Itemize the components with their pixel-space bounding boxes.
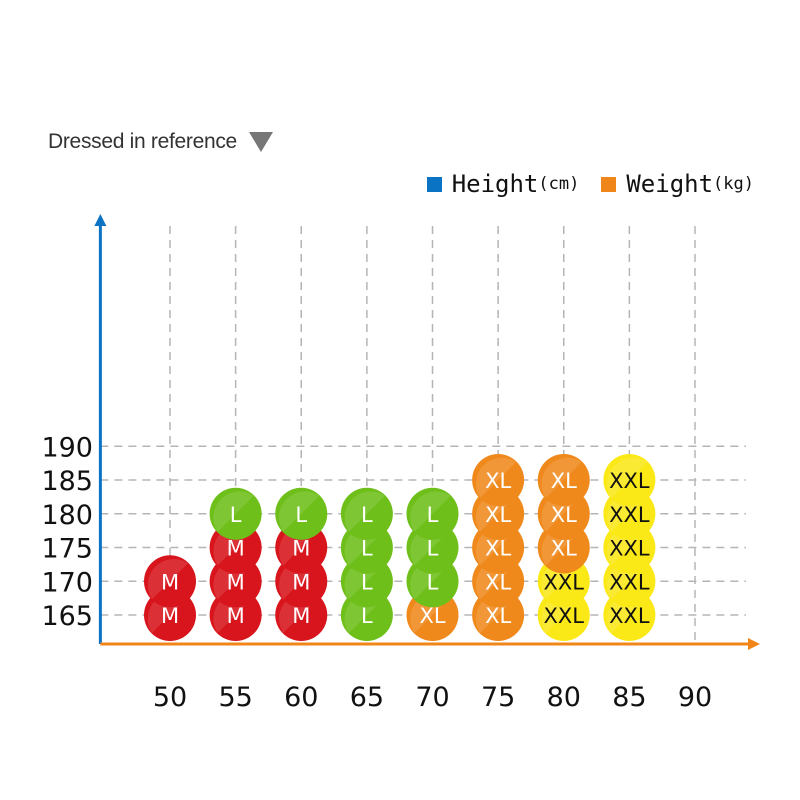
- point-label: XL: [485, 570, 511, 594]
- point-label: L: [361, 503, 373, 527]
- point-label: XXL: [544, 570, 585, 594]
- y-tick-label-170: 170: [41, 567, 93, 598]
- x-tick-label-60: 60: [284, 682, 318, 713]
- point-label: XXL: [609, 570, 650, 594]
- point-highlight: [147, 558, 188, 600]
- point-highlight: [278, 491, 320, 532]
- point-label: XL: [485, 537, 511, 561]
- point-circle: [406, 487, 459, 540]
- chart-title-block: Dressed in reference: [48, 130, 273, 154]
- point-highlight: [410, 491, 451, 532]
- legend-label-height: Height: [451, 170, 539, 198]
- x-tick-label-85: 85: [612, 682, 646, 713]
- x-tick-label-90: 90: [678, 682, 712, 713]
- point-label: XL: [419, 604, 445, 628]
- legend-item-height: Height (cm): [426, 170, 580, 198]
- point-circle: [275, 487, 328, 540]
- point-circle: [603, 454, 656, 506]
- y-tick-label-185: 185: [41, 466, 93, 497]
- x-axis-arrow-icon: [748, 638, 760, 650]
- point-label: M: [161, 570, 179, 594]
- point-label: L: [295, 503, 307, 527]
- chart-title: Dressed in reference: [48, 130, 237, 153]
- y-axis-arrow-icon: [94, 214, 107, 226]
- triangle-down-icon: [248, 132, 273, 152]
- x-tick-label-65: 65: [350, 682, 384, 713]
- point-label: M: [292, 604, 310, 628]
- y-tick-label-175: 175: [41, 534, 93, 565]
- x-tick-label-50: 50: [153, 682, 187, 713]
- legend-unit-height: (cm): [538, 174, 580, 194]
- point-label: XXL: [609, 537, 650, 561]
- point-circle: [340, 487, 393, 540]
- x-tick-label-80: 80: [547, 682, 581, 713]
- legend-item-weight: Weight (kg): [601, 170, 754, 198]
- point-l-60-180: L: [275, 487, 328, 540]
- point-label: M: [227, 604, 245, 628]
- point-highlight: [344, 491, 385, 532]
- legend-label-weight: Weight: [626, 170, 714, 198]
- point-label: M: [292, 570, 310, 594]
- axes: [94, 214, 760, 650]
- legend-swatch-weight: [601, 176, 617, 192]
- y-tick-label-165: 165: [41, 601, 93, 632]
- point-circle: [209, 487, 262, 540]
- point-m-50-170: M: [144, 555, 196, 608]
- point-l-65-180: L: [340, 487, 393, 540]
- legend-swatch-height: [426, 176, 442, 192]
- point-label: L: [427, 570, 439, 594]
- point-xl-75-185: XL: [472, 454, 525, 506]
- point-label: XL: [485, 503, 511, 527]
- point-label: XL: [485, 469, 511, 493]
- point-label: M: [292, 537, 310, 561]
- x-tick-label-75: 75: [481, 682, 515, 713]
- point-label: XL: [551, 469, 577, 493]
- x-tick-label-70: 70: [415, 682, 449, 713]
- legend-unit-weight: (kg): [713, 174, 754, 194]
- point-label: XL: [551, 503, 577, 527]
- x-tick-label-55: 55: [218, 682, 252, 713]
- point-label: XXL: [544, 604, 585, 628]
- point-highlight: [213, 491, 254, 532]
- point-label: M: [227, 570, 245, 594]
- point-label: XL: [485, 604, 511, 628]
- point-label: XXL: [609, 503, 650, 527]
- point-label: XXL: [609, 469, 650, 493]
- point-label: L: [361, 570, 373, 594]
- y-tick-label-190: 190: [41, 432, 93, 463]
- point-label: M: [161, 604, 179, 628]
- point-label: L: [427, 503, 439, 527]
- point-highlight: [607, 457, 648, 498]
- point-circle: [472, 454, 525, 506]
- point-label: L: [361, 537, 373, 561]
- point-label: XL: [551, 537, 577, 561]
- point-label: XXL: [609, 604, 650, 628]
- point-circle: [537, 454, 590, 506]
- point-circle: [144, 555, 196, 608]
- point-xxl-85-185: XXL: [603, 454, 656, 506]
- point-label: L: [230, 503, 242, 527]
- point-label: M: [227, 537, 245, 561]
- point-l-55-180: L: [209, 487, 262, 540]
- point-xl-80-185: XL: [537, 454, 590, 506]
- legend: Height (cm) Weight (kg): [405, 170, 754, 198]
- point-label: L: [361, 604, 373, 628]
- point-l-70-180: L: [406, 487, 459, 540]
- point-highlight: [541, 457, 582, 498]
- point-label: L: [427, 537, 439, 561]
- y-tick-label-180: 180: [41, 500, 93, 531]
- point-highlight: [475, 457, 517, 498]
